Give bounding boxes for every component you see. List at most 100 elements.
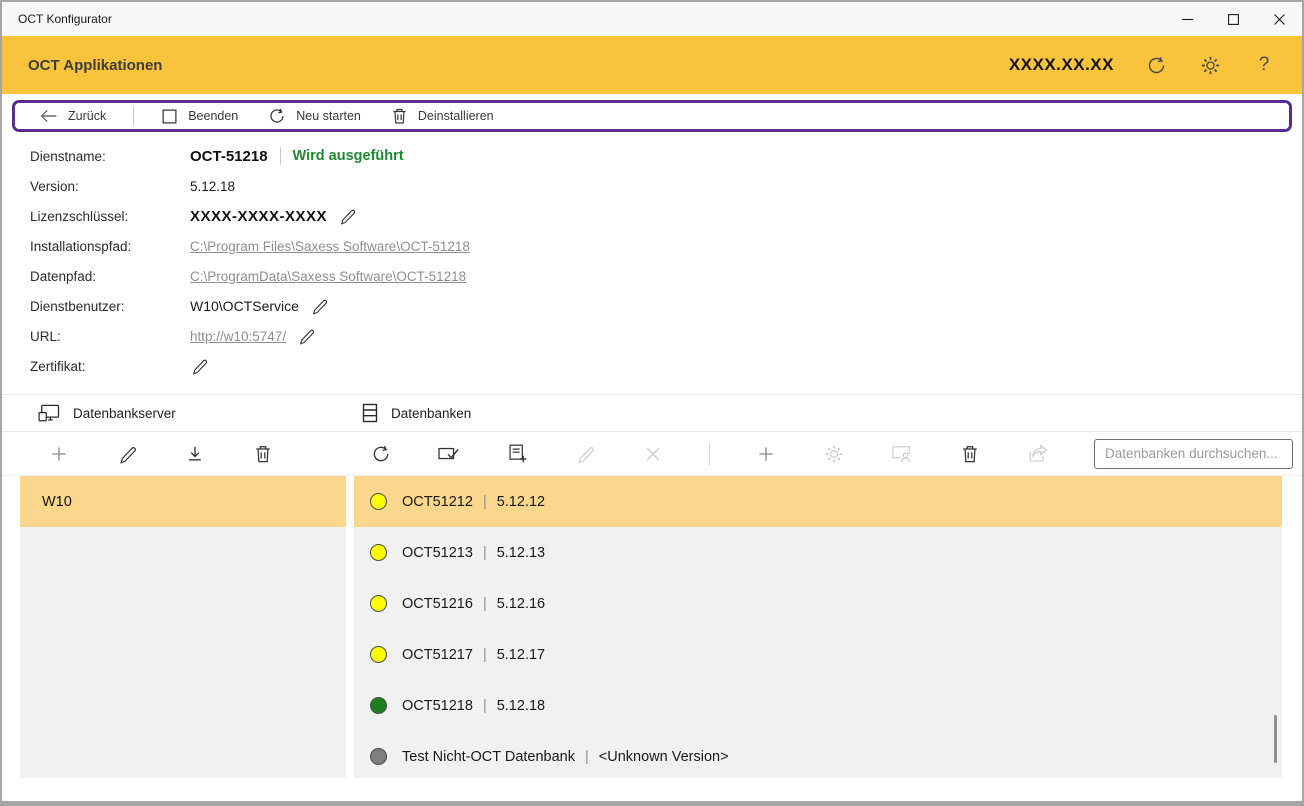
add-db-button[interactable] [754,442,778,466]
download-server-button[interactable] [183,442,207,466]
refresh-db-button[interactable] [369,442,393,466]
back-arrow-icon [40,109,57,123]
back-button[interactable]: Zurück [25,108,121,124]
restart-label: Neu starten [296,109,361,123]
database-name: OCT51212 [402,493,473,510]
lists-region: W10 OCT51212 | 5.12.12 OCT51213 | 5.12.1… [2,476,1302,778]
stop-button[interactable]: Beenden [146,108,253,125]
permissions-icon [892,446,911,463]
gear-icon [825,445,843,462]
add-server-button[interactable] [47,442,71,466]
edit-user-button[interactable] [310,297,328,315]
refresh-icon [1148,56,1164,73]
new-script-icon [508,444,526,463]
install-path-link[interactable]: C:\Program Files\Saxess Software\OCT-512… [190,238,470,254]
uninstall-button[interactable]: Deinstallieren [376,107,509,125]
database-row[interactable]: OCT51218 | 5.12.18 [354,680,1282,731]
service-user-value: W10\OCTService [190,298,299,314]
database-icon [362,403,378,423]
data-path-link[interactable]: C:\ProgramData\Saxess Software\OCT-51218 [190,268,467,284]
database-version: 5.12.17 [496,646,546,663]
search-input[interactable] [1094,438,1293,469]
title-bar: OCT Konfigurator [2,2,1302,36]
database-name: Test Nicht-OCT Datenbank [402,748,575,765]
delete-icon [963,445,977,462]
version-value: 5.12.18 [190,178,236,194]
db-permissions-button[interactable] [890,442,914,466]
delete-server-button[interactable] [251,442,275,466]
edit-certificate-button[interactable] [190,357,208,375]
service-name-label: Dienstname: [30,148,106,164]
database-row[interactable]: OCT51212 | 5.12.12 [354,476,1282,527]
download-icon [189,446,201,460]
settings-button[interactable] [1198,53,1222,77]
separator: | [482,493,487,510]
edit-icon [578,446,594,464]
close-button[interactable] [1256,2,1302,36]
restart-button[interactable]: Neu starten [253,107,376,125]
delete-db-button[interactable] [958,442,982,466]
apply-updates-button[interactable] [437,442,461,466]
new-script-button[interactable] [505,442,529,466]
toolbar-divider [133,106,135,126]
add-icon [52,446,66,461]
database-version: <Unknown Version> [598,748,729,765]
edit-license-button[interactable] [338,207,356,225]
close-icon [1273,13,1285,25]
version-label: Version: [30,178,79,194]
value-divider [279,147,281,165]
pencil-icon [299,329,315,345]
pencil-icon [340,209,356,225]
database-row[interactable]: OCT51217 | 5.12.17 [354,629,1282,680]
database-row[interactable]: Test Nicht-OCT Datenbank | <Unknown Vers… [354,731,1282,778]
install-path-label: Installationspfad: [30,238,132,254]
edit-icon [120,446,136,464]
separator: | [482,646,487,663]
help-button[interactable]: ? [1252,53,1276,77]
separator: | [482,697,487,714]
share-db-button[interactable] [1026,442,1050,466]
back-label: Zurück [68,109,107,123]
window-title: OCT Konfigurator [18,12,112,26]
database-name: OCT51217 [402,646,473,663]
database-row[interactable]: OCT51213 | 5.12.13 [354,527,1282,578]
app-version: XXXX.XX.XX [1008,55,1114,74]
database-name: OCT51218 [402,697,473,714]
db-settings-button[interactable] [822,442,846,466]
status-dot [370,493,387,510]
page-title: OCT Applikationen [28,56,163,74]
database-version: 5.12.13 [496,544,546,561]
server-name: W10 [42,493,72,510]
status-dot [370,544,387,561]
apply-check-icon [438,447,459,459]
vertical-scrollbar[interactable] [1274,715,1277,763]
share-icon [1029,444,1047,462]
help-icon: ? [1258,54,1270,75]
service-status: Wird ausgeführt [292,148,404,164]
service-details: Dienstname: OCT-51218 Wird ausgeführt Ve… [2,132,1302,381]
edit-url-button[interactable] [297,327,315,345]
stop-label: Beenden [188,109,239,123]
gear-icon [1201,56,1219,74]
command-bar: Zurück Beenden Neu starten Deinstalliere… [12,100,1292,132]
cancel-db-button[interactable] [641,442,665,466]
database-row[interactable]: OCT51216 | 5.12.16 [354,578,1282,629]
service-name-value: OCT-51218 [190,147,268,165]
database-panels: Datenbankserver Datenbanken [2,394,1302,778]
license-label: Lizenzschlüssel: [30,208,129,224]
certificate-label: Zertifikat: [30,358,86,374]
minimize-button[interactable] [1164,2,1210,36]
status-dot [370,697,387,714]
refresh-button[interactable] [1144,53,1168,77]
restart-icon [270,108,284,123]
add-icon [759,446,773,461]
edit-db-button[interactable] [573,442,597,466]
maximize-button[interactable] [1210,2,1256,36]
app-header: OCT Applikationen XXXX.XX.XX [2,36,1302,94]
url-link[interactable]: http://w10:5747/ [190,328,287,344]
edit-server-button[interactable] [115,442,139,466]
database-name: OCT51216 [402,595,473,612]
separator: | [585,748,589,765]
server-row[interactable]: W10 [20,476,346,527]
